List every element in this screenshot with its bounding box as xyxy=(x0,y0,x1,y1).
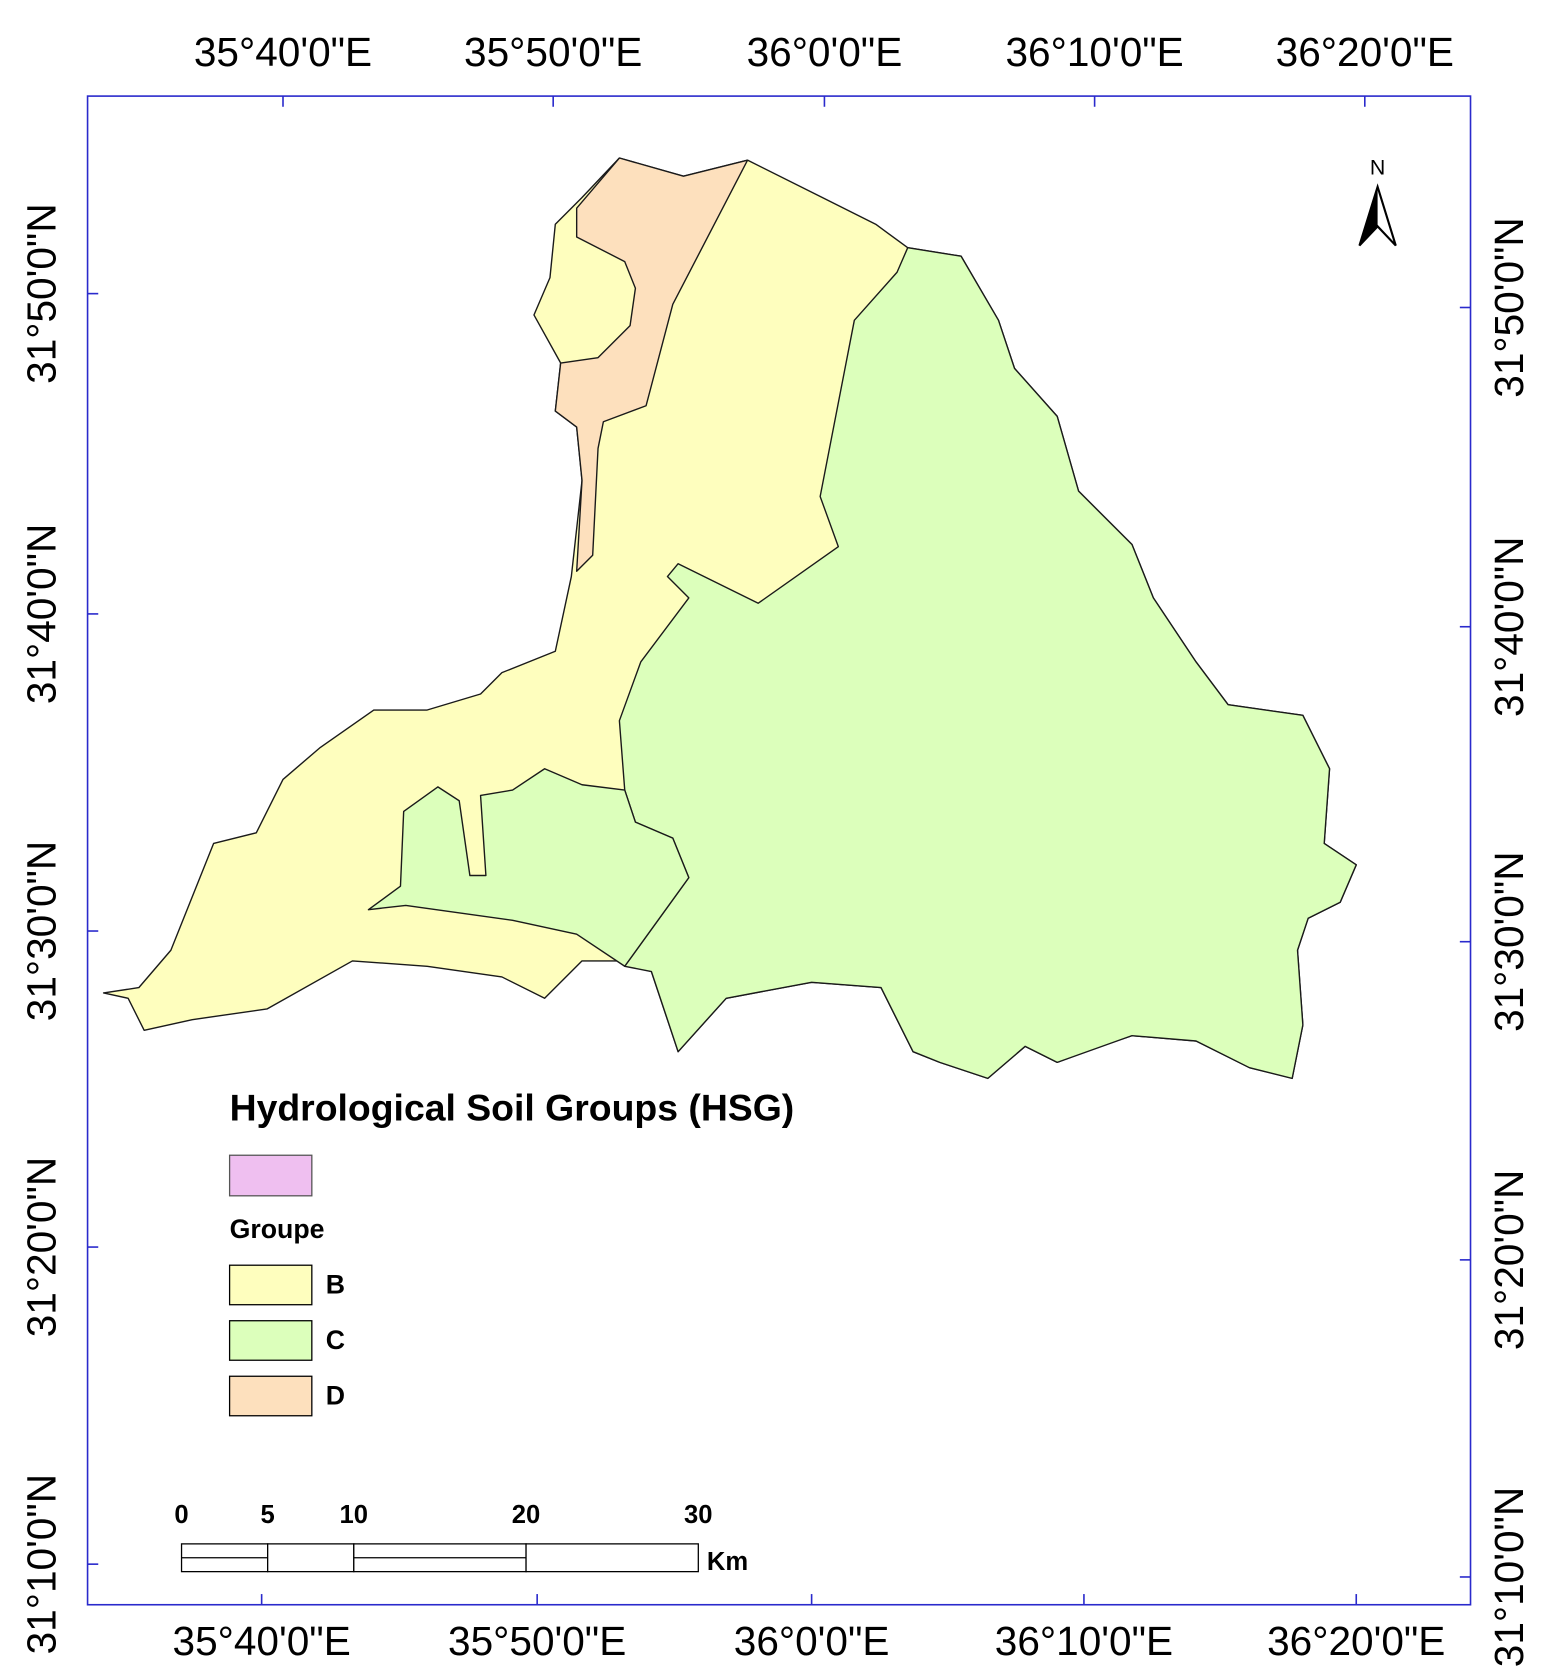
graticule-label: 36°0'0"E xyxy=(734,1618,890,1664)
graticule-label: 35°50'0"E xyxy=(448,1618,626,1664)
legend-label: D xyxy=(326,1381,345,1411)
scale-label: 5 xyxy=(261,1501,275,1529)
scale-unit: Km xyxy=(707,1548,748,1576)
legend-swatch xyxy=(228,1375,313,1417)
scale-label: 10 xyxy=(340,1501,369,1529)
graticule-label: 31°30'0"N xyxy=(19,841,65,1021)
graticule-label: 31°20'0"N xyxy=(1486,1170,1532,1350)
graticule-label: 31°40'0"N xyxy=(19,524,65,704)
north-label: N xyxy=(1370,155,1385,179)
graticule-label: 31°20'0"N xyxy=(19,1157,65,1337)
graticule-label: 31°10'0"N xyxy=(19,1474,65,1654)
scale-segment xyxy=(525,1543,699,1573)
graticule-label: 31°50'0"N xyxy=(19,203,65,383)
soil-zone-c xyxy=(618,247,1357,1080)
graticule-label: 36°20'0"E xyxy=(1267,1618,1445,1664)
graticule-label: 31°30'0"N xyxy=(1486,851,1532,1031)
scale-label: 0 xyxy=(174,1501,188,1529)
graticule-label: 31°40'0"N xyxy=(1486,537,1532,717)
legend-field: Groupe xyxy=(230,1214,325,1244)
scale-label: 20 xyxy=(512,1501,541,1529)
graticule-label: 36°20'0"E xyxy=(1276,29,1454,75)
legend-label: B xyxy=(326,1270,345,1300)
legend-swatch xyxy=(228,1264,313,1306)
soil-polygons xyxy=(102,157,1357,1080)
legend-title: Hydrological Soil Groups (HSG) xyxy=(230,1086,795,1128)
scale-segment xyxy=(267,1543,355,1573)
soil-zone-c xyxy=(367,768,690,967)
graticule-label: 36°10'0"E xyxy=(995,1618,1173,1664)
legend-label: C xyxy=(326,1325,345,1355)
legend-swatch xyxy=(228,1320,313,1361)
legend-swatch xyxy=(228,1154,313,1197)
graticule-label: 35°50'0"E xyxy=(464,29,642,75)
graticule-label: 31°50'0"N xyxy=(1486,217,1532,397)
graticule-label: 35°40'0"E xyxy=(194,29,372,75)
graticule-label: 31°10'0"N xyxy=(1486,1487,1532,1667)
graticule-label: 36°10'0"E xyxy=(1005,29,1183,75)
graticule-label: 35°40'0"E xyxy=(173,1618,351,1664)
north-arrow xyxy=(1358,183,1397,247)
soil-zone-d xyxy=(554,157,749,572)
scale-label: 30 xyxy=(684,1501,713,1529)
graticule-label: 36°0'0"E xyxy=(747,29,903,75)
